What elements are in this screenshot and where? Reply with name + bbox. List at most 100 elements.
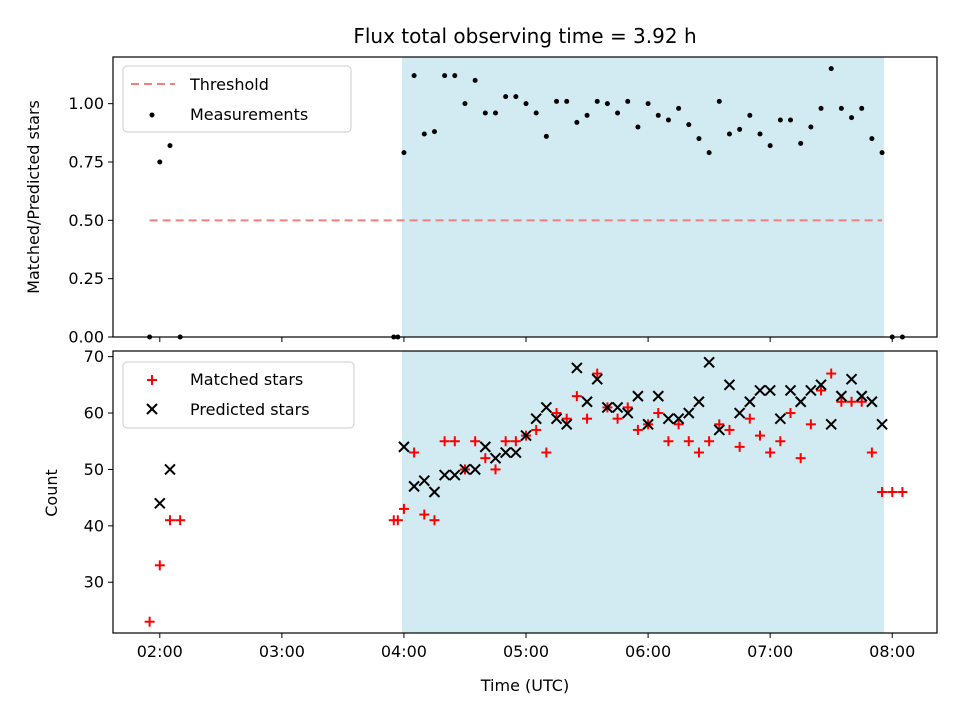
x-ticks: 02:00 03:00 04:00 05:00 06:00 07:00 08:00	[137, 337, 915, 661]
measurement-point	[798, 140, 804, 146]
x-axis-label: Time (UTC)	[480, 676, 569, 695]
matched-star-point	[734, 441, 745, 452]
matched-star-point	[877, 487, 888, 497]
matched-star-point	[429, 515, 440, 526]
matched-star-point	[795, 453, 806, 464]
matched-star-point	[826, 368, 837, 379]
measurement-point	[808, 124, 814, 130]
measurement-point	[838, 105, 844, 111]
x-tick-label: 03:00	[259, 642, 305, 661]
matched-star-point	[836, 396, 847, 407]
matched-star-point	[571, 391, 582, 402]
measurement-point	[513, 94, 519, 100]
predicted-star-point	[774, 412, 787, 425]
legend-predicted-label: Predicted stars	[190, 400, 310, 419]
x-tick-label: 07:00	[747, 642, 793, 661]
matched-star-point	[693, 447, 704, 458]
matched-star-point	[500, 436, 511, 447]
measurement-point	[859, 105, 865, 111]
measurement-point	[849, 115, 855, 121]
predicted-star-point	[876, 418, 888, 431]
measurement-point	[726, 131, 732, 137]
predicted-star-point	[754, 384, 766, 397]
predicted-star-point	[672, 412, 685, 425]
measurement-point	[757, 131, 763, 137]
measurement-point	[706, 150, 712, 156]
x-tick-label: 05:00	[503, 642, 549, 661]
bottom-y-ticks: 30 40 50 60 70	[84, 347, 113, 592]
measurement-point	[503, 94, 509, 100]
matched-star-point	[673, 419, 684, 430]
predicted-star-point	[622, 407, 634, 419]
measurement-point	[584, 112, 590, 118]
predicted-star-point	[561, 418, 573, 431]
bottom-y-tick-label: 40	[84, 516, 104, 535]
matched-star-point	[785, 408, 796, 419]
top-legend: Threshold Measurements	[122, 65, 352, 133]
measurement-point	[737, 126, 743, 132]
predicted-star-point	[428, 486, 441, 498]
measurement-point	[615, 110, 621, 116]
bottom-panel: 30 40 50 60 70 02:00 03:00 04:00 05:00 06:00 07:0…	[42, 337, 938, 695]
matched-star-point	[622, 402, 633, 413]
matched-star-point	[887, 487, 898, 497]
predicted-star-point	[154, 497, 166, 509]
x-tick-label: 02:00	[137, 642, 183, 661]
bottom-y-tick-label: 30	[84, 573, 104, 592]
predicted-star-point	[540, 401, 553, 414]
predicted-star-point	[784, 384, 797, 397]
top-y-axis-label: Matched/Predicted stars	[24, 100, 43, 294]
matched-star-point	[409, 447, 420, 458]
legend-predicted-swatch	[146, 403, 158, 415]
x-tick-label: 08:00	[869, 642, 915, 661]
x-tick-label: 04:00	[381, 642, 427, 661]
top-legend-box	[122, 65, 352, 133]
matched-star-point	[592, 368, 603, 379]
measurement-point	[686, 122, 692, 128]
measurement-point	[594, 98, 600, 104]
predicted-star-point	[815, 379, 827, 391]
measurement-point	[462, 101, 468, 107]
measurement-point	[421, 131, 427, 137]
measurement-point	[157, 159, 163, 165]
top-y-tick-label: 0.75	[68, 153, 104, 172]
predicted-star-point	[805, 384, 817, 397]
predicted-star-point	[764, 384, 776, 397]
matched-star-point	[754, 430, 765, 441]
predicted-star-point	[866, 396, 878, 408]
matched-star-point	[154, 560, 165, 571]
matched-star-point	[856, 396, 867, 407]
measurement-point	[655, 112, 661, 118]
measurement-point	[777, 117, 783, 123]
measurement-point	[564, 98, 570, 104]
matched-star-point	[480, 453, 491, 464]
predicted-star-point	[499, 446, 512, 459]
measurement-point	[452, 73, 458, 79]
measurement-point	[788, 117, 794, 123]
measurement-point	[401, 150, 407, 156]
matched-star-point	[683, 436, 694, 447]
measurement-point	[482, 110, 488, 116]
predicted-star-point	[662, 412, 675, 425]
predicted-star-point	[611, 401, 624, 414]
measurement-point	[767, 143, 773, 149]
bottom-y-tick-label: 50	[84, 460, 104, 479]
matched-star-point	[704, 436, 715, 447]
matched-star-point	[392, 515, 403, 526]
predicted-star-point	[601, 401, 614, 414]
bottom-plot-area	[144, 351, 908, 633]
predicted-star-point	[845, 373, 858, 385]
matched-star-point	[439, 436, 450, 447]
matched-star-point	[510, 436, 521, 447]
predicted-star-point	[398, 441, 410, 453]
matched-star-point	[724, 424, 735, 435]
measurement-point	[411, 73, 417, 79]
predicted-star-point	[642, 418, 654, 431]
predicted-star-point	[520, 429, 532, 442]
bottom-y-tick-label: 60	[84, 404, 104, 423]
measurement-point	[665, 117, 671, 123]
matched-star-point	[765, 447, 776, 458]
predicted-star-point	[591, 373, 603, 385]
matched-star-point	[816, 385, 827, 396]
measurement-point	[635, 124, 641, 130]
